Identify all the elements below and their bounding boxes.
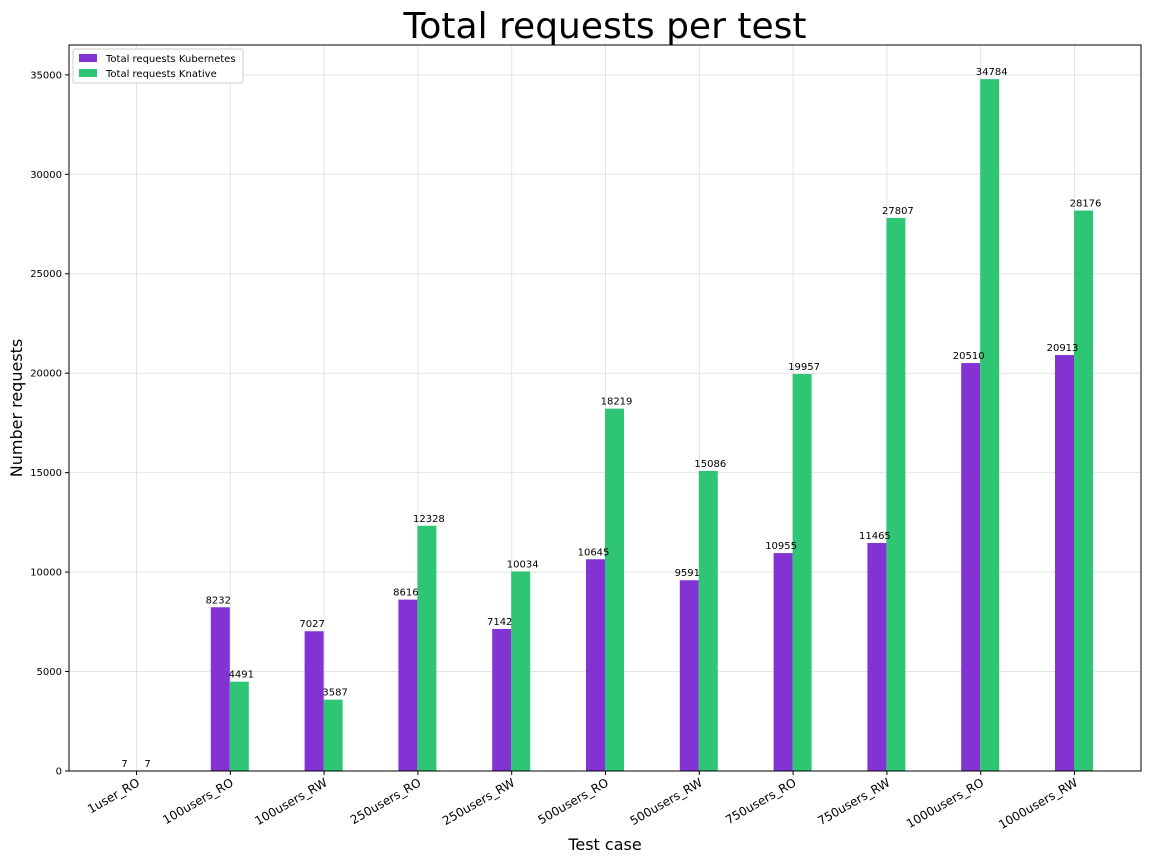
- data-label-knative: 28176: [1070, 199, 1102, 210]
- bar-kubernetes: [304, 631, 324, 771]
- data-labels: 7 7 8232 4491 7027 3587 8616 12328 7142 10034 1064…: [121, 67, 1101, 770]
- bar-kubernetes: [586, 559, 605, 771]
- bar-kubernetes: [961, 363, 981, 771]
- y-tick-label: 0: [56, 767, 62, 778]
- legend-box: [72, 48, 244, 84]
- bar-knative: [417, 525, 437, 771]
- y-tick-label: 25000: [30, 269, 62, 280]
- y-tick-label: 5000: [37, 667, 62, 678]
- x-tick-label: 100users_RW: [252, 775, 329, 828]
- data-label-kubernetes: 7: [121, 759, 127, 770]
- data-label-knative: 3587: [322, 688, 347, 699]
- y-tick-label: 20000: [30, 369, 62, 380]
- data-label-kubernetes: 8616: [393, 588, 418, 599]
- bar-kubernetes: [867, 542, 887, 771]
- x-tick-label: 750users_RW: [815, 775, 892, 828]
- data-label-knative: 10034: [507, 559, 539, 570]
- bars: [117, 79, 1093, 772]
- chart-title: Total requests per test: [403, 6, 807, 47]
- legend-label-kubernetes: Total requests Kubernetes: [105, 54, 236, 65]
- x-tick-label: 1000users_RW: [996, 775, 1080, 832]
- bar-kubernetes: [1055, 355, 1074, 771]
- x-tick-label: 250users_RO: [348, 775, 424, 827]
- data-label-kubernetes: 20913: [1047, 343, 1079, 354]
- x-axis-ticks: 1user_RO 100users_RO 100users_RW 250users_R…: [85, 771, 1080, 832]
- x-tick-label: 250users_RW: [440, 775, 517, 828]
- legend-swatch-knative: [79, 69, 97, 77]
- data-label-knative: 15086: [694, 459, 726, 470]
- bar-knative: [698, 470, 718, 771]
- data-label-kubernetes: 10955: [765, 541, 797, 552]
- legend: Total requests Kubernetes Total requests…: [72, 48, 244, 84]
- bar-kubernetes: [398, 599, 418, 771]
- data-label-kubernetes: 20510: [953, 351, 985, 362]
- data-label-knative: 34784: [976, 67, 1008, 78]
- data-label-knative: 4491: [229, 670, 254, 681]
- data-label-knative: 18219: [601, 397, 633, 408]
- data-label-kubernetes: 7027: [299, 619, 324, 630]
- x-tick-label: 750users_RO: [723, 775, 799, 827]
- data-label-kubernetes: 9591: [675, 568, 700, 579]
- data-label-knative: 12328: [413, 514, 445, 525]
- x-tick-label: 500users_RO: [535, 775, 611, 827]
- bar-knative: [980, 79, 1000, 771]
- x-tick-label: 500users_RW: [628, 775, 705, 828]
- bar-kubernetes: [679, 580, 699, 771]
- data-label-kubernetes: 7142: [487, 617, 512, 628]
- data-label-knative: 7: [144, 759, 150, 770]
- bar-kubernetes: [773, 553, 793, 771]
- bar-knative: [886, 217, 906, 771]
- bar-knative: [792, 374, 812, 771]
- data-label-knative: 19957: [788, 362, 820, 373]
- bar-knative: [605, 408, 624, 771]
- y-tick-label: 35000: [30, 70, 62, 81]
- legend-label-knative: Total requests Knative: [105, 69, 217, 80]
- y-axis-ticks: 0 5000 10000 15000 20000 25000 30000 35000: [30, 70, 69, 778]
- data-label-kubernetes: 10645: [578, 547, 610, 558]
- y-axis-label: Number requests: [7, 339, 26, 478]
- bar-knative: [323, 699, 343, 771]
- data-label-knative: 27807: [882, 206, 914, 217]
- x-tick-label: 1user_RO: [85, 775, 142, 816]
- bar-knative: [1074, 210, 1093, 772]
- y-tick-label: 10000: [30, 568, 62, 579]
- data-label-kubernetes: 8232: [206, 595, 231, 606]
- y-tick-label: 30000: [30, 170, 62, 181]
- data-label-kubernetes: 11465: [859, 531, 891, 542]
- x-tick-label: 100users_RO: [160, 775, 236, 827]
- bar-knative: [511, 571, 531, 771]
- legend-swatch-kubernetes: [79, 54, 97, 62]
- x-axis-label: Test case: [567, 835, 641, 854]
- bar-kubernetes: [210, 607, 230, 771]
- x-tick-label: 1000users_RO: [904, 775, 986, 830]
- y-tick-label: 15000: [30, 468, 62, 479]
- bar-kubernetes: [492, 628, 512, 771]
- bar-knative: [229, 681, 249, 771]
